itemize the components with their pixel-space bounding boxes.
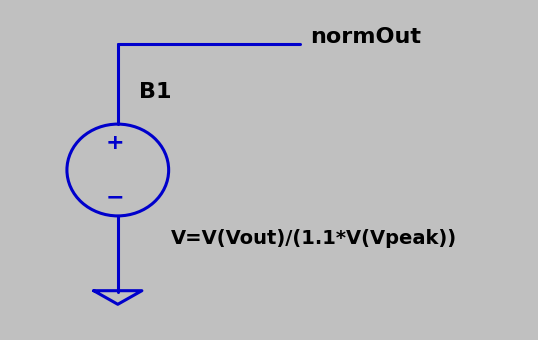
Text: B1: B1 xyxy=(139,82,172,102)
Text: V=V(Vout)/(1.1*V(Vpeak)): V=V(Vout)/(1.1*V(Vpeak)) xyxy=(171,228,457,248)
Text: +: + xyxy=(106,133,124,153)
Text: −: − xyxy=(106,187,124,207)
Text: normOut: normOut xyxy=(310,28,422,47)
